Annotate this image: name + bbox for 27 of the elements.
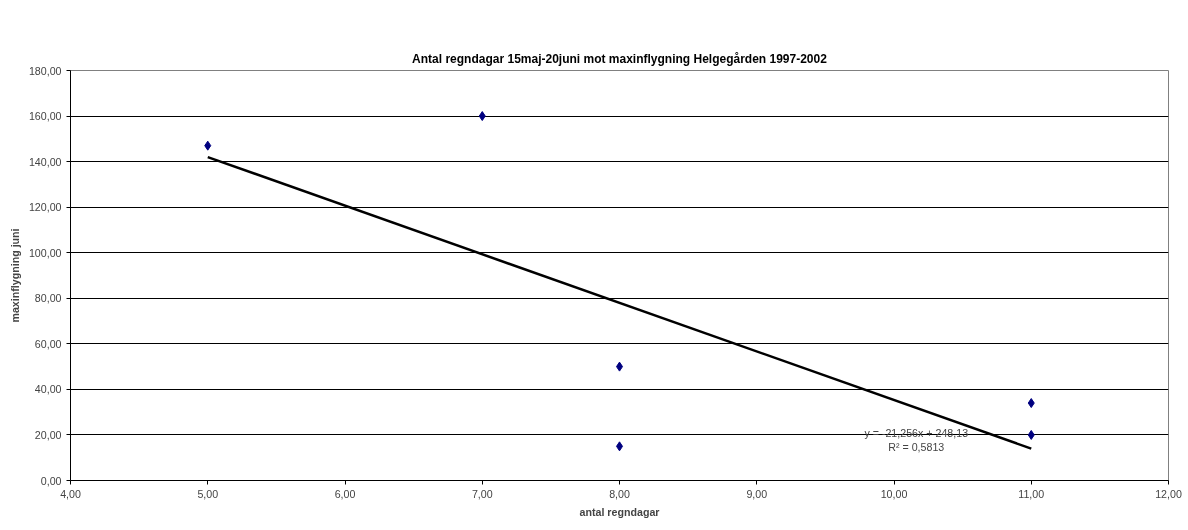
point [478, 111, 486, 122]
x-tick-label: 12,00 [1155, 487, 1182, 500]
y-tick-label: 0,00 [40, 474, 62, 487]
y-tick-label: 140,00 [28, 155, 62, 168]
x-tick-label: 4,00 [60, 487, 81, 500]
y-tick-label: 40,00 [34, 383, 62, 396]
y-tick-label: 100,00 [28, 246, 62, 259]
annotation: R² = 0,5813 [888, 440, 945, 453]
x-tick-label: 5,00 [197, 487, 219, 500]
y-tick-label: 60,00 [34, 337, 62, 350]
y-tick-label: 20,00 [34, 428, 62, 441]
y-tick-label: 160,00 [28, 110, 62, 123]
x-tick-label: 10,00 [880, 487, 908, 500]
x-tick-label: 11,00 [1018, 487, 1045, 500]
x-tick-label: 8,00 [609, 487, 630, 500]
point [1027, 429, 1035, 440]
x-tick-label: 9,00 [746, 487, 768, 500]
point [204, 140, 212, 151]
chart-title: Antal regndagar 15maj-20juni mot maxinflygning Helgegården 1997-2002 [412, 51, 828, 66]
x-tick-label: 7,00 [471, 487, 493, 500]
y-tick-label: 80,00 [34, 292, 62, 305]
y-axis-title: maxinflygning juni [8, 228, 21, 323]
y-tick-label: 120,00 [28, 201, 62, 214]
x-tick-label: 6,00 [334, 487, 356, 500]
point [1027, 398, 1035, 409]
y-tick-label: 180,00 [28, 64, 62, 77]
x-axis-title: antal regndagar [579, 505, 660, 518]
